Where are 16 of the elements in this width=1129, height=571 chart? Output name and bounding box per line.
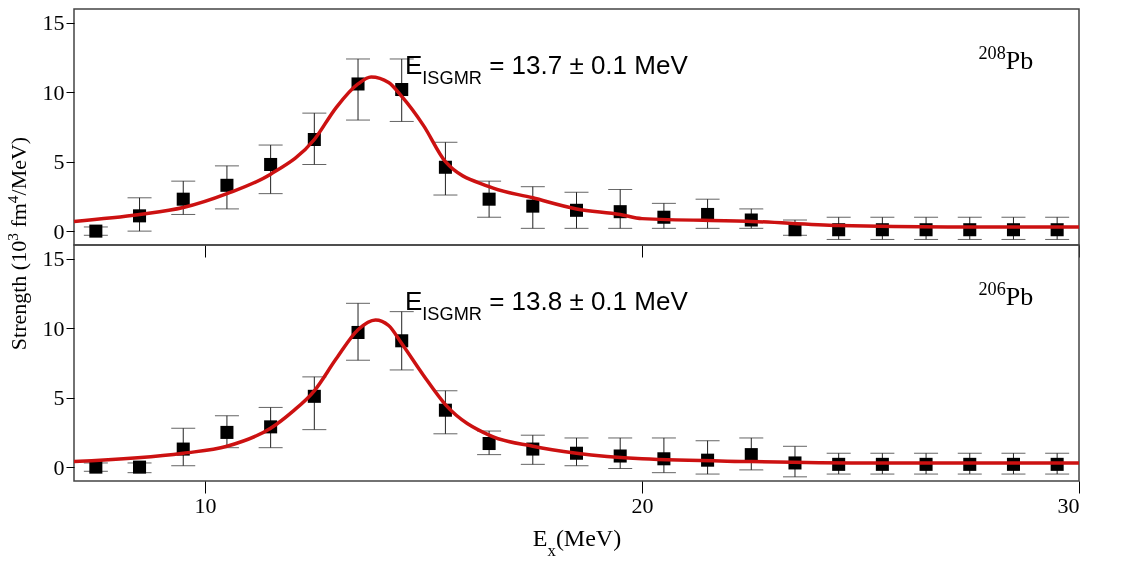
- annotation: E$_{ISGMR}$ = 13.8 ± 0.1 MeV: [404, 285, 689, 324]
- x-tick-label: 30: [1057, 492, 1080, 518]
- annotation: $^{208}$Pb: [978, 42, 1034, 75]
- x-tick-label: 10: [194, 492, 217, 518]
- y-tick-label: 5: [53, 149, 65, 175]
- y-tick-label: 15: [42, 246, 65, 272]
- annotation: E$_{ISGMR}$ = 13.7 ± 0.1 MeV: [404, 49, 689, 88]
- x-axis-title: E$_{x}$(MeV): [532, 524, 622, 559]
- y-tick-label: 10: [42, 315, 65, 341]
- x-tick-label: 20: [631, 492, 654, 518]
- y-tick-label: 10: [42, 79, 65, 105]
- y-tick-label: 5: [53, 385, 65, 411]
- y-tick-label: 15: [42, 10, 65, 36]
- y-tick-label: 0: [53, 454, 65, 480]
- annotation: $^{206}$Pb: [978, 278, 1034, 311]
- y-tick-label: 0: [53, 218, 65, 244]
